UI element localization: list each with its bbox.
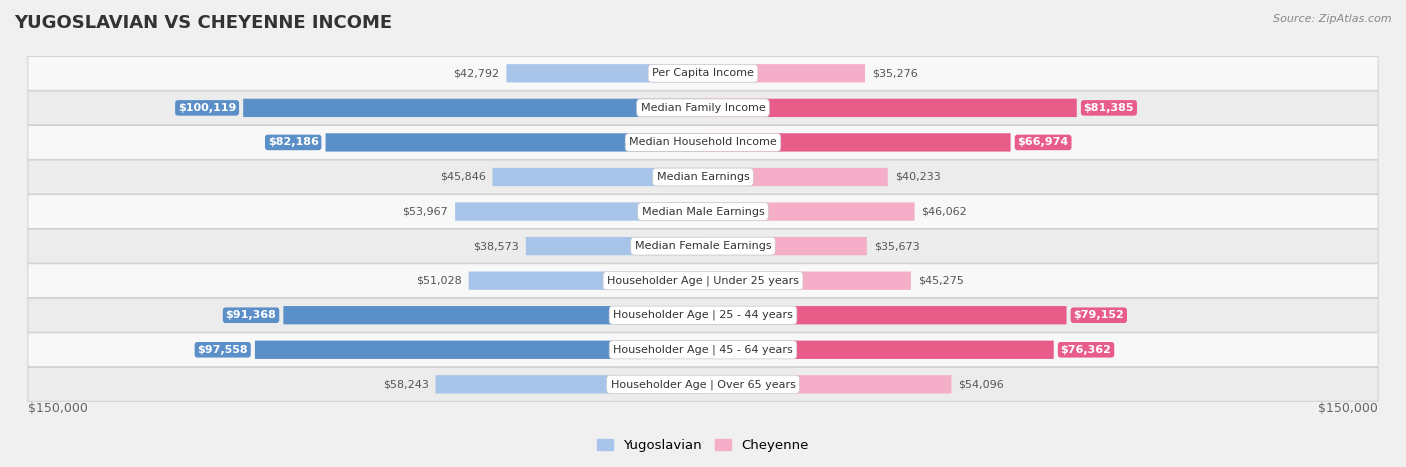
FancyBboxPatch shape — [506, 64, 703, 83]
FancyBboxPatch shape — [28, 195, 1378, 228]
Text: $97,558: $97,558 — [197, 345, 247, 355]
FancyBboxPatch shape — [28, 126, 1378, 159]
Text: $76,362: $76,362 — [1060, 345, 1112, 355]
Text: Median Earnings: Median Earnings — [657, 172, 749, 182]
Text: $35,276: $35,276 — [872, 68, 918, 78]
Text: Householder Age | Over 65 years: Householder Age | Over 65 years — [610, 379, 796, 389]
Text: $81,385: $81,385 — [1084, 103, 1135, 113]
FancyBboxPatch shape — [703, 271, 911, 290]
FancyBboxPatch shape — [284, 306, 703, 325]
FancyBboxPatch shape — [703, 99, 1077, 117]
Text: Median Household Income: Median Household Income — [628, 137, 778, 148]
FancyBboxPatch shape — [436, 375, 703, 394]
Legend: Yugoslavian, Cheyenne: Yugoslavian, Cheyenne — [592, 433, 814, 457]
FancyBboxPatch shape — [703, 133, 1011, 152]
FancyBboxPatch shape — [28, 264, 1378, 297]
FancyBboxPatch shape — [28, 229, 1378, 263]
Text: YUGOSLAVIAN VS CHEYENNE INCOME: YUGOSLAVIAN VS CHEYENNE INCOME — [14, 14, 392, 32]
FancyBboxPatch shape — [703, 306, 1067, 325]
FancyBboxPatch shape — [28, 368, 1378, 401]
FancyBboxPatch shape — [703, 168, 887, 186]
Text: $66,974: $66,974 — [1018, 137, 1069, 148]
FancyBboxPatch shape — [703, 64, 865, 83]
Text: $51,028: $51,028 — [416, 276, 461, 286]
Text: $79,152: $79,152 — [1073, 310, 1125, 320]
Text: $40,233: $40,233 — [894, 172, 941, 182]
FancyBboxPatch shape — [703, 237, 868, 255]
FancyBboxPatch shape — [492, 168, 703, 186]
FancyBboxPatch shape — [326, 133, 703, 152]
FancyBboxPatch shape — [468, 271, 703, 290]
Text: $42,792: $42,792 — [454, 68, 499, 78]
Text: Per Capita Income: Per Capita Income — [652, 68, 754, 78]
Text: $46,062: $46,062 — [921, 206, 967, 217]
FancyBboxPatch shape — [703, 375, 952, 394]
FancyBboxPatch shape — [28, 160, 1378, 194]
FancyBboxPatch shape — [28, 333, 1378, 367]
Text: $91,368: $91,368 — [225, 310, 277, 320]
FancyBboxPatch shape — [243, 99, 703, 117]
Text: $58,243: $58,243 — [382, 379, 429, 389]
Text: $150,000: $150,000 — [28, 402, 87, 415]
FancyBboxPatch shape — [456, 202, 703, 221]
FancyBboxPatch shape — [28, 298, 1378, 332]
Text: Median Female Earnings: Median Female Earnings — [634, 241, 772, 251]
Text: Median Male Earnings: Median Male Earnings — [641, 206, 765, 217]
FancyBboxPatch shape — [526, 237, 703, 255]
Text: $54,096: $54,096 — [959, 379, 1004, 389]
Text: $45,275: $45,275 — [918, 276, 963, 286]
Text: $38,573: $38,573 — [474, 241, 519, 251]
FancyBboxPatch shape — [28, 57, 1378, 90]
FancyBboxPatch shape — [28, 91, 1378, 125]
Text: Householder Age | 25 - 44 years: Householder Age | 25 - 44 years — [613, 310, 793, 320]
Text: Householder Age | 45 - 64 years: Householder Age | 45 - 64 years — [613, 345, 793, 355]
FancyBboxPatch shape — [254, 340, 703, 359]
FancyBboxPatch shape — [703, 340, 1053, 359]
Text: $45,846: $45,846 — [440, 172, 485, 182]
Text: $53,967: $53,967 — [402, 206, 449, 217]
Text: Householder Age | Under 25 years: Householder Age | Under 25 years — [607, 276, 799, 286]
Text: $82,186: $82,186 — [267, 137, 319, 148]
FancyBboxPatch shape — [703, 202, 914, 221]
Text: Median Family Income: Median Family Income — [641, 103, 765, 113]
Text: $100,119: $100,119 — [179, 103, 236, 113]
Text: Source: ZipAtlas.com: Source: ZipAtlas.com — [1274, 14, 1392, 24]
Text: $35,673: $35,673 — [873, 241, 920, 251]
Text: $150,000: $150,000 — [1319, 402, 1378, 415]
